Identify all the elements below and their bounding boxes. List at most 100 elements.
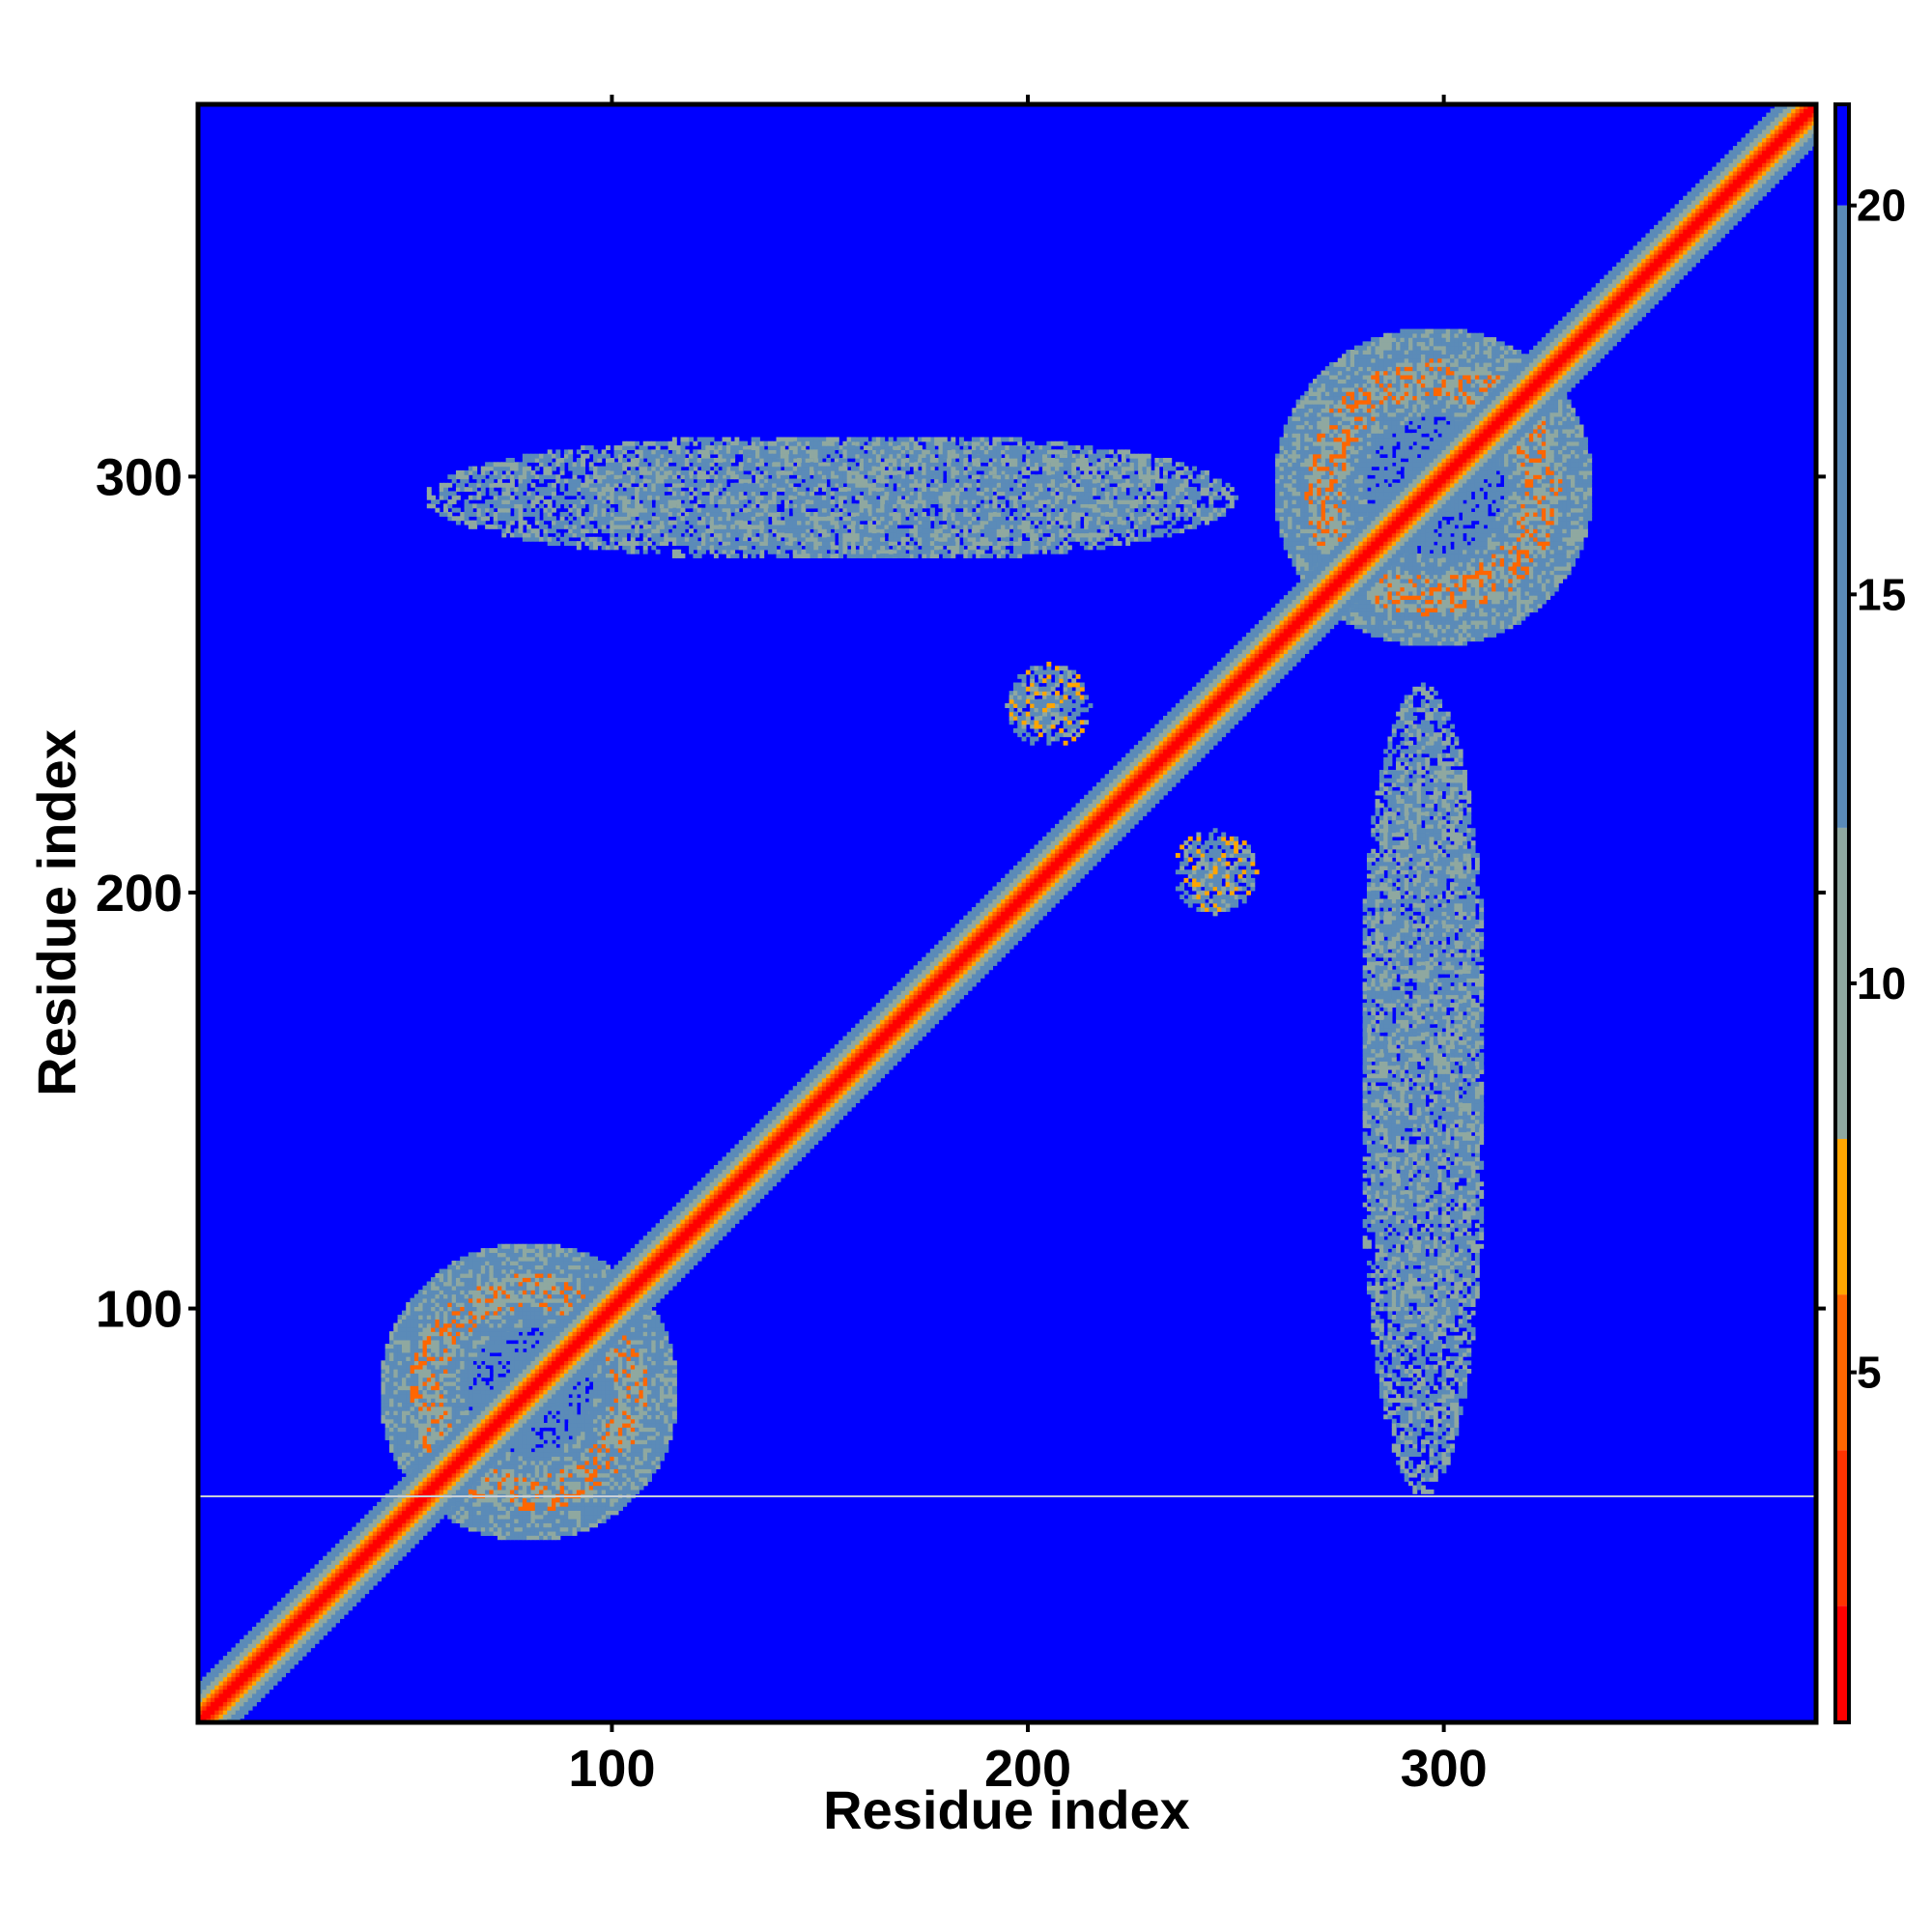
diagonal-cell [1242,687,1247,692]
diagonal-cell [431,1468,436,1473]
diagonal-cell [1250,629,1255,634]
diagonal-cell [1059,887,1064,892]
diagonal-cell [988,949,993,953]
diagonal-cell [651,1264,656,1269]
diagonal-cell [889,1048,894,1053]
diagonal-cell [797,1111,802,1116]
diagonal-cell [265,1614,270,1619]
diagonal-cell [1154,795,1159,800]
diagonal-cell [1001,936,1006,941]
diagonal-cell [1080,866,1085,870]
diagonal-cell [1172,720,1177,724]
diagonal-cell [423,1519,428,1523]
diagonal-cell [947,994,952,999]
diagonal-cell [564,1378,569,1382]
diagonal-cell [1030,874,1035,879]
diagonal-cell [788,1165,793,1170]
diagonal-cell [1255,683,1260,688]
diagonal-cell [323,1581,327,1586]
diagonal-cell [622,1331,627,1336]
diagonal-cell [381,1531,385,1536]
diagonal-cell [1163,757,1168,762]
diagonal-cell [1096,833,1101,838]
diagonal-cell [497,1444,502,1449]
diagonal-cell [414,1490,419,1494]
diagonal-cell [943,952,948,957]
diagonal-cell [423,1456,428,1461]
diagonal-cell [701,1207,706,1211]
diagonal-cell [1084,844,1089,849]
diagonal-cell [327,1598,331,1603]
diagonal-cell [1221,670,1226,675]
diagonal-cell [851,1032,856,1037]
diagonal-cell [465,1461,469,1465]
diagonal-cell [1096,795,1101,800]
diagonal-cell [227,1677,232,1682]
diagonal-cell [651,1228,656,1233]
diagonal-cell [926,1007,931,1011]
diagonal-cell [447,1432,452,1436]
diagonal-cell [918,982,923,987]
diagonal-cell [934,986,939,991]
diagonal-cell [285,1652,290,1657]
diagonal-cell [1113,779,1118,783]
diagonal-cell [1288,620,1293,625]
diagonal-cell [510,1427,515,1432]
diagonal-cell [660,1269,665,1274]
diagonal-cell [584,1293,589,1298]
diagonal-cell [710,1232,715,1236]
diagonal-cell [418,1497,423,1502]
diagonal-cell [1201,745,1206,750]
diagonal-cell [519,1427,524,1432]
diagonal-cell [922,1011,926,1016]
diagonal-cell [481,1448,486,1453]
diagonal-cell [443,1497,448,1502]
diagonal-cell [344,1585,349,1590]
diagonal-cell [1213,703,1218,708]
diagonal-cell [1184,753,1189,758]
diagonal-cell [855,1057,860,1062]
diagonal-cell [302,1598,307,1603]
diagonal-cell [331,1581,336,1586]
diagonal-cell [331,1605,336,1610]
diagonal-cell [1013,878,1018,883]
diagonal-cell [1259,633,1264,638]
diagonal-cell [968,982,973,987]
diagonal-cell [1167,774,1172,779]
diagonal-cell [560,1319,565,1323]
diagonal-cell [1034,920,1038,924]
diagonal-cell [922,957,926,962]
diagonal-cell [1188,737,1193,742]
diagonal-cell [734,1165,739,1170]
diagonal-cell [647,1269,652,1274]
diagonal-cell [1184,732,1189,737]
diagonal-cell [440,1464,444,1469]
diagonal-cell [1159,782,1164,787]
diagonal-cell [610,1315,614,1320]
diagonal-cell [497,1394,502,1399]
diagonal-cell [976,949,980,953]
diagonal-cell [651,1248,656,1253]
diagonal-cell [631,1286,636,1291]
diagonal-cell [797,1152,802,1157]
diagonal-cell [959,986,964,991]
diagonal-cell [526,1365,531,1370]
diagonal-cell [381,1573,385,1577]
diagonal-cell [530,1398,535,1403]
diagonal-cell [938,1003,943,1008]
diagonal-cell [1118,811,1122,816]
diagonal-cell [614,1290,619,1294]
diagonal-cell [668,1269,673,1274]
diagonal-cell [788,1115,793,1120]
diagonal-cell [922,999,926,1004]
diagonal-cell [793,1152,798,1157]
diagonal-cell [1296,599,1301,604]
diagonal-cell [784,1107,789,1112]
diagonal-cell [519,1406,524,1411]
diagonal-cell [1208,670,1213,675]
diagonal-cell [1230,712,1235,717]
diagonal-cell [842,1082,847,1087]
diagonal-cell [256,1677,261,1682]
diagonal-cell [909,1040,914,1045]
diagonal-cell [1221,720,1226,724]
